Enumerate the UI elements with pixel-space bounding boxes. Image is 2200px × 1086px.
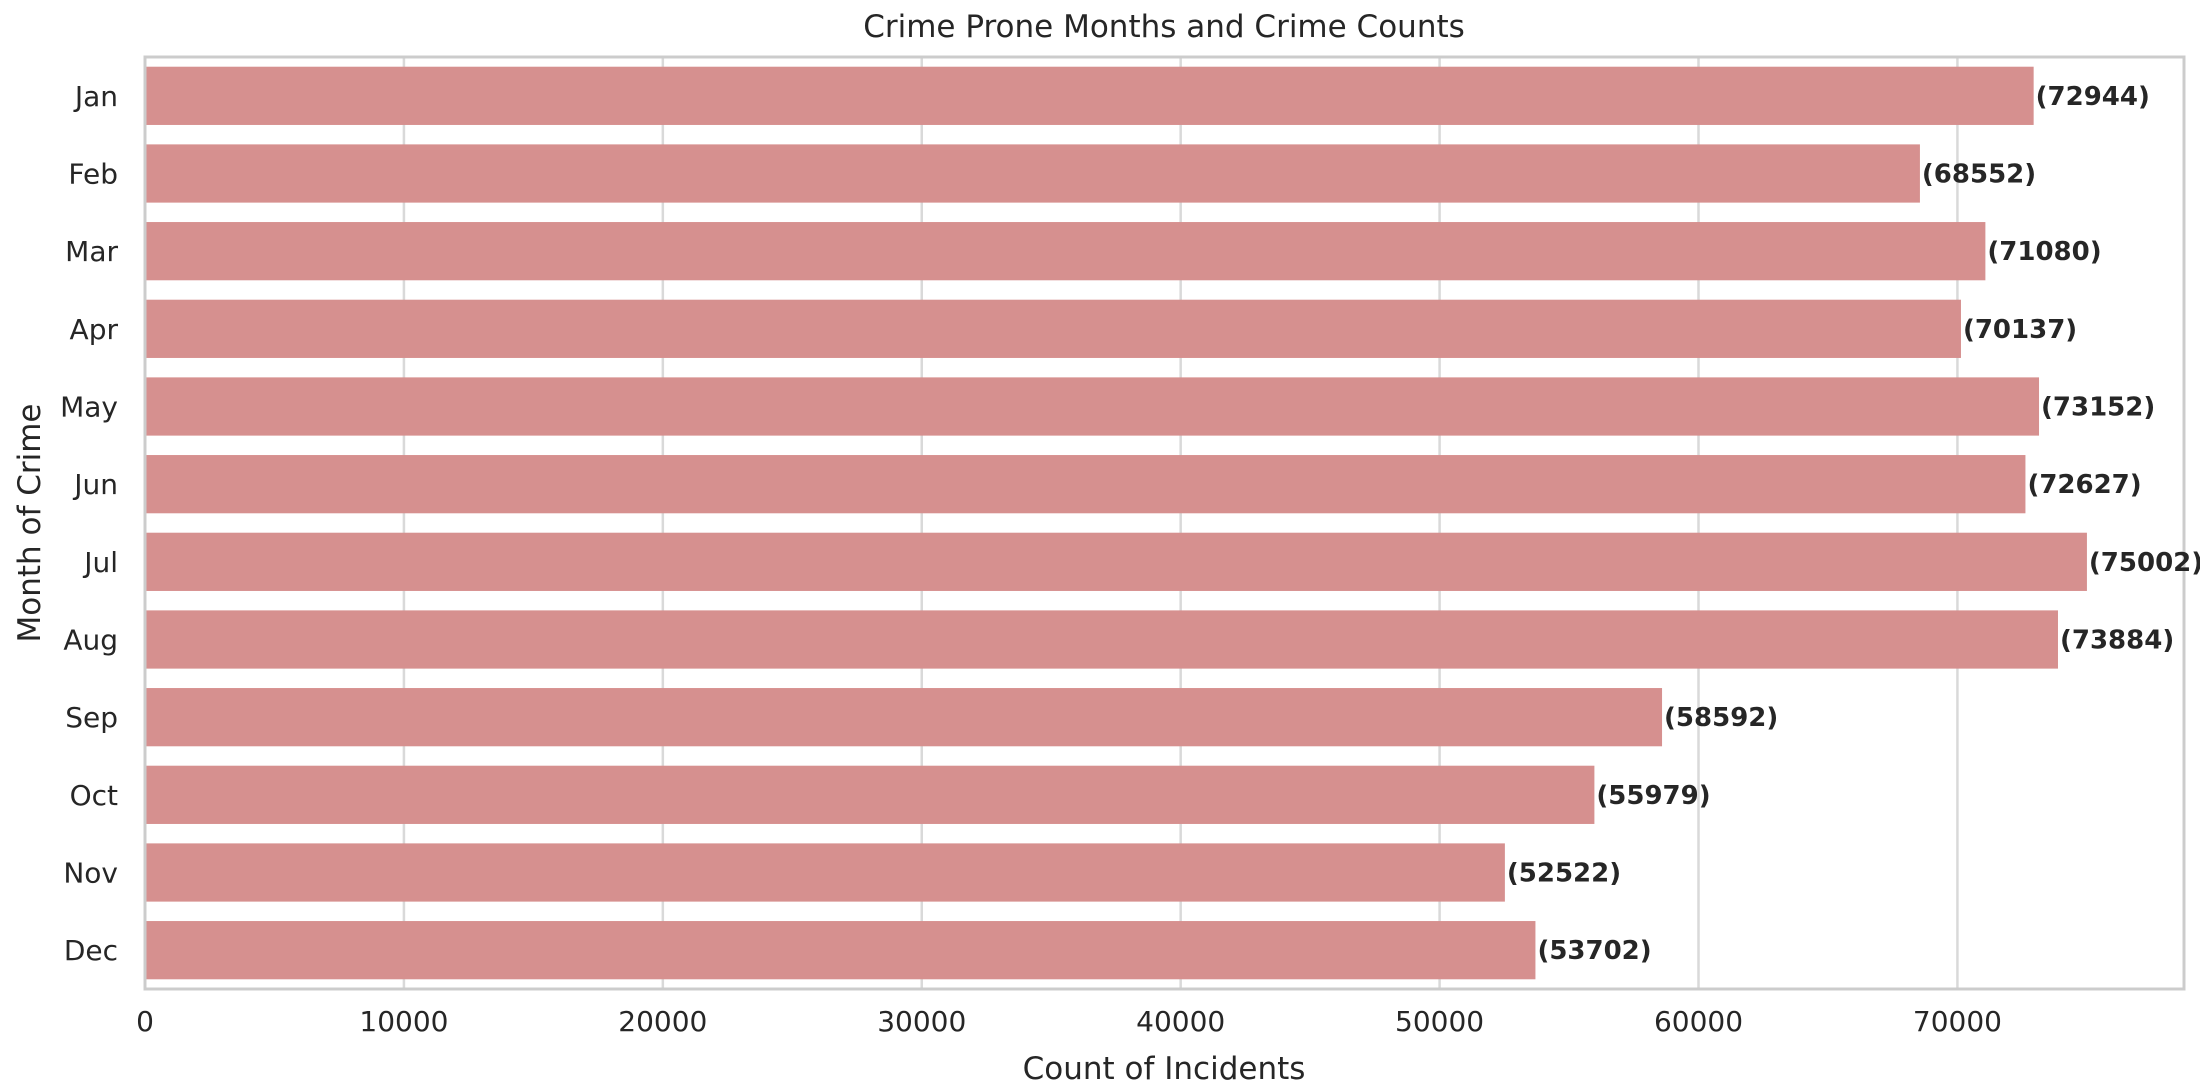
x-axis-label: Count of Incidents: [1023, 1051, 1306, 1086]
x-tick-label: 60000: [1654, 1005, 1743, 1038]
data-label: (58592): [1664, 703, 1778, 733]
y-axis-label: Month of Crime: [12, 403, 48, 642]
x-tick-label: 30000: [877, 1005, 966, 1038]
y-tick-label: Sep: [65, 701, 118, 734]
chart-title: Crime Prone Months and Crime Counts: [863, 9, 1465, 45]
x-tick-label: 50000: [1395, 1005, 1484, 1038]
y-tick-label: Nov: [63, 857, 118, 890]
y-tick-label: Apr: [70, 313, 119, 346]
bar-sep: [145, 688, 1663, 747]
x-tick-label: 70000: [1913, 1005, 2002, 1038]
data-label: (71080): [1987, 237, 2101, 267]
x-tick-label: 20000: [618, 1005, 707, 1038]
data-label: (72627): [2027, 470, 2141, 500]
y-tick-label: Jul: [82, 546, 118, 579]
y-tick-label: Aug: [63, 624, 118, 657]
bar-apr: [145, 299, 1961, 358]
data-label: (70137): [1963, 315, 2077, 345]
data-label: (73884): [2060, 626, 2174, 656]
data-label: (75002): [2089, 548, 2200, 578]
bars: [145, 66, 2087, 980]
data-label: (52522): [1507, 859, 1621, 889]
data-label: (73152): [2041, 393, 2155, 423]
bar-jul: [145, 532, 2087, 591]
plot-frame: [143, 55, 2186, 991]
data-labels: (72944) (68552) (71080) (70137) (73152) (7262…: [1507, 82, 2200, 966]
bar-oct: [145, 765, 1595, 824]
bar-jun: [145, 455, 2026, 514]
y-tick-label: Jan: [73, 80, 118, 113]
data-label: (55979): [1596, 781, 1710, 811]
y-tick-label: Dec: [64, 934, 118, 967]
y-tick-label: Jun: [72, 468, 118, 501]
bar-feb: [145, 144, 1920, 203]
gridlines: [143, 57, 1959, 989]
bar-nov: [145, 843, 1505, 902]
y-tick-label: Mar: [65, 235, 118, 268]
data-label: (72944): [2036, 82, 2150, 112]
x-tick-label: 10000: [359, 1005, 448, 1038]
bar-may: [145, 377, 2040, 436]
x-tick-label: 40000: [1136, 1005, 1225, 1038]
bar-dec: [145, 921, 1536, 980]
data-label: (68552): [1922, 160, 2036, 190]
y-tick-label: Oct: [70, 779, 118, 812]
y-tick-label: May: [60, 391, 118, 424]
x-tick-label: 0: [136, 1005, 154, 1038]
y-tick-labels: Jan Feb Mar Apr May Jun Jul Aug Sep Oct Nov Dec: [60, 80, 118, 967]
data-label: (53702): [1537, 936, 1651, 966]
y-tick-label: Feb: [68, 158, 118, 191]
bar-aug: [145, 610, 2058, 669]
bar-mar: [145, 222, 1986, 281]
x-tick-labels: 0 10000 20000 30000 40000 50000 60000 70000: [136, 1005, 2002, 1038]
bar-jan: [145, 66, 2034, 125]
